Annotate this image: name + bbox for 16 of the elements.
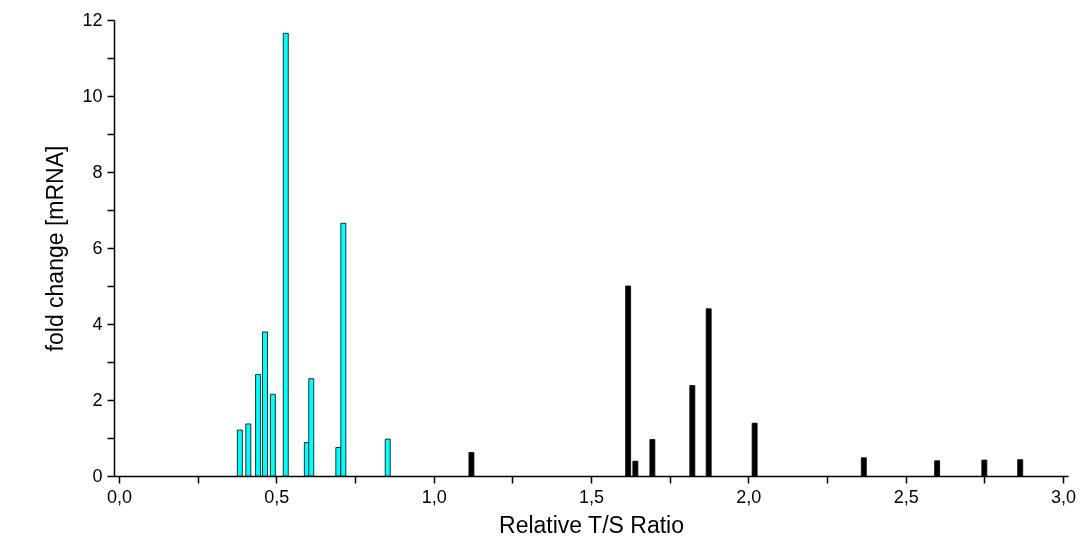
x-axis-title: Relative T/S Ratio (499, 511, 684, 538)
x-tick-label: 0,5 (264, 486, 290, 507)
y-tick-label: 2 (92, 389, 103, 410)
y-tick-label: 4 (92, 313, 103, 334)
y-tick-label: 0 (92, 465, 103, 486)
y-tick-label: 8 (92, 161, 103, 182)
x-tick-label: 1,0 (421, 486, 447, 507)
y-tick-label: 12 (82, 9, 103, 30)
y-tick-label: 10 (82, 85, 103, 106)
x-tick-label: 2,5 (893, 486, 919, 507)
y-tick-label: 6 (92, 237, 103, 258)
x-tick-label: 2,0 (736, 486, 762, 507)
x-tick-label: 3,0 (1050, 486, 1077, 507)
y-axis-title: fold change [mRNA] (42, 145, 69, 352)
x-tick-label: 1,5 (578, 486, 605, 507)
x-tick-label: 0,0 (106, 486, 133, 507)
